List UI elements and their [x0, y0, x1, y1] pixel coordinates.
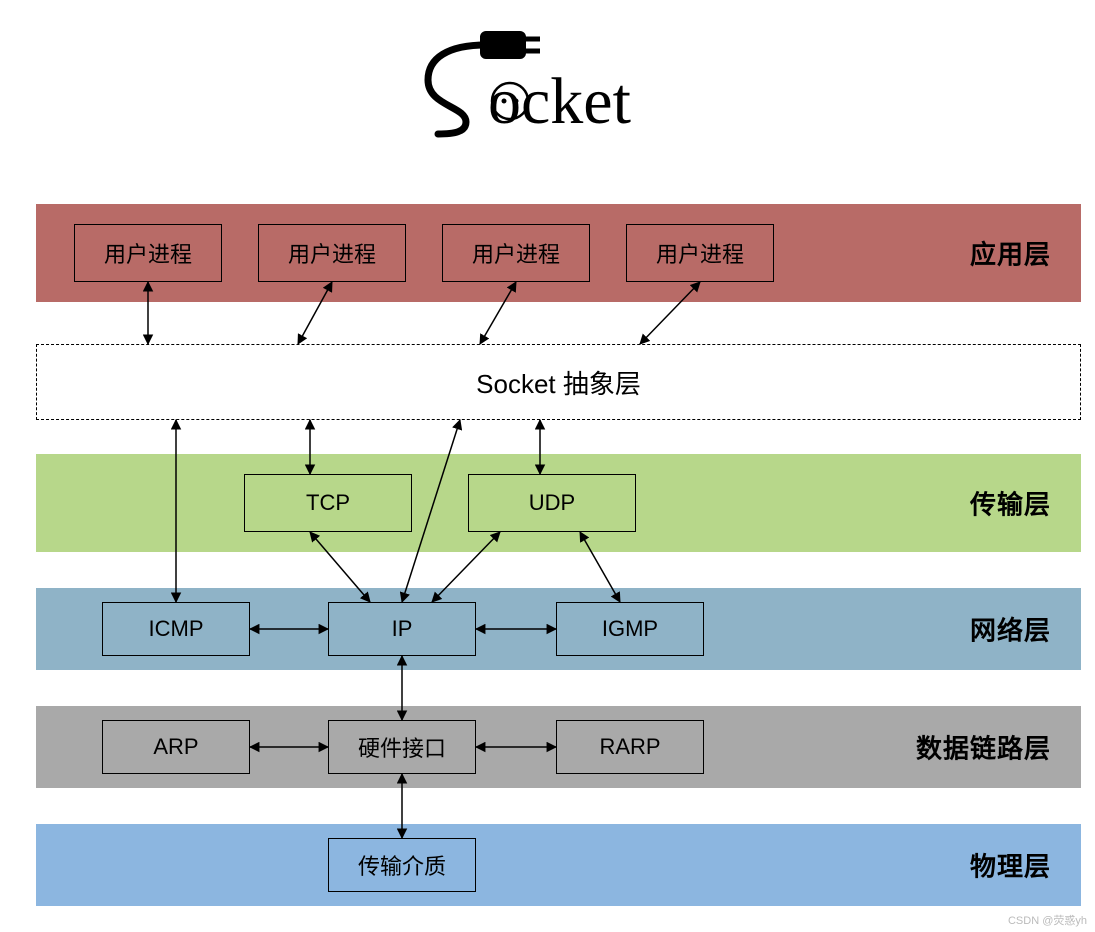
box-label: 用户进程 — [472, 237, 560, 269]
box-ip: IP — [328, 602, 476, 656]
box-label: ARP — [153, 734, 198, 760]
box-label: 用户进程 — [104, 237, 192, 269]
socket-layer-label: Socket 抽象层 — [476, 364, 641, 401]
box-arp: ARP — [102, 720, 250, 774]
layer-label-physical: 物理层 — [970, 847, 1051, 884]
box-rarp: RARP — [556, 720, 704, 774]
box-label: 传输介质 — [358, 849, 446, 881]
box-label: 用户进程 — [656, 237, 744, 269]
watermark: CSDN @荧惑yh — [1008, 912, 1087, 928]
box-label: RARP — [599, 734, 660, 760]
box-label: ICMP — [149, 616, 204, 642]
box-igmp: IGMP — [556, 602, 704, 656]
box-user-process-1: 用户进程 — [74, 224, 222, 282]
box-icmp: ICMP — [102, 602, 250, 656]
socket-abstraction-layer: Socket 抽象层 — [36, 344, 1081, 420]
layer-label-transport: 传输层 — [970, 485, 1051, 522]
socket-logo: ocket — [0, 28, 1095, 143]
box-label: 用户进程 — [288, 237, 376, 269]
box-label: IP — [392, 616, 413, 642]
box-user-process-3: 用户进程 — [442, 224, 590, 282]
box-tcp: TCP — [244, 474, 412, 532]
box-udp: UDP — [468, 474, 636, 532]
layer-label-application: 应用层 — [970, 235, 1051, 272]
box-label: TCP — [306, 490, 350, 516]
box-user-process-4: 用户进程 — [626, 224, 774, 282]
layer-label-network: 网络层 — [970, 611, 1051, 648]
logo-text: ocket — [488, 65, 631, 138]
layer-physical: 物理层 — [36, 824, 1081, 906]
box-label: 硬件接口 — [358, 731, 446, 763]
box-label: IGMP — [602, 616, 658, 642]
layer-label-datalink: 数据链路层 — [916, 729, 1051, 766]
box-user-process-2: 用户进程 — [258, 224, 406, 282]
box-hardware-interface: 硬件接口 — [328, 720, 476, 774]
box-transmission-medium: 传输介质 — [328, 838, 476, 892]
box-label: UDP — [529, 490, 575, 516]
